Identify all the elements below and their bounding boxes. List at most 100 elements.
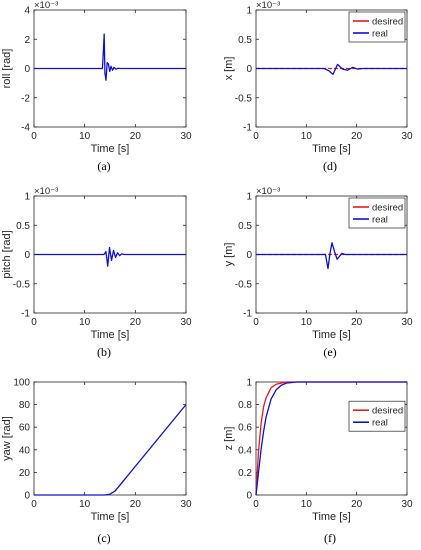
x-tick-label: 0 (31, 317, 37, 328)
x-tick-label: 10 (301, 499, 313, 510)
x-tick-label: 30 (401, 499, 413, 510)
chart-panel-e: 0 10 20 30 -1 -0.5 0 0.5 1 ×10⁻³ Time [s] y [m] desi… (223, 186, 413, 359)
x-tick-label: 30 (401, 317, 413, 328)
y-tick-label: 1 (246, 6, 252, 17)
y-tick-label: 1 (246, 378, 252, 389)
series-line-real (256, 63, 407, 75)
y-tick-label: -1 (21, 309, 30, 320)
x-axis-label: Time [s] (91, 329, 130, 341)
x-tick-label: 10 (79, 499, 91, 510)
y-tick-label: 1 (246, 192, 252, 203)
plot-area (255, 381, 408, 496)
x-tick-label: 30 (180, 131, 192, 142)
x-tick-label: 0 (253, 317, 259, 328)
legend-label-desired: desired (372, 203, 403, 214)
x-axis-label: Time [s] (91, 143, 130, 155)
y-tick-label: 0.8 (238, 400, 252, 411)
y-axis-label: z [m] (223, 427, 235, 451)
y-tick-label: 20 (19, 468, 31, 479)
panel-caption: (b) (97, 345, 111, 359)
y-tick-label: 0.4 (238, 445, 252, 456)
x-tick-label: 30 (180, 317, 192, 328)
chart-panel-d: 0 10 20 30 -1 -0.5 0 0.5 1 ×10⁻³ Time [s] x [m] desi… (223, 0, 413, 173)
y-tick-label: -0.5 (235, 279, 253, 290)
x-tick-label: 0 (253, 131, 259, 142)
legend-label-desired: desired (372, 17, 403, 28)
x-tick-label: 20 (130, 499, 142, 510)
chart-panel-f: 0 10 20 30 0 0.2 0.4 0.6 0.8 1 Time [s] z [m] desire… (223, 378, 413, 546)
legend-label-desired: desired (372, 406, 403, 417)
x-tick-label: 20 (130, 131, 142, 142)
y-axis-label: yaw [rad] (1, 416, 13, 461)
x-tick-label: 20 (351, 317, 363, 328)
series-line-real (34, 246, 186, 267)
series-line-real (256, 242, 407, 270)
y-axis-label: roll [rad] (1, 49, 13, 89)
y-tick-label: -2 (21, 93, 30, 104)
legend-label-real: real (372, 215, 388, 226)
legend-box (348, 400, 406, 432)
legend-box (348, 197, 406, 229)
x-tick-label: 10 (79, 131, 91, 142)
chart-panel-a: 0 10 20 30 -4 -2 0 2 4 ×10⁻³ Time [s] roll [rad] (a) (1, 0, 192, 173)
x-tick-label: 0 (253, 499, 259, 510)
series-line-real (34, 33, 186, 81)
x-axis-label: Time [s] (312, 511, 351, 523)
panel-caption: (d) (323, 159, 337, 173)
x-tick-label: 0 (31, 131, 37, 142)
legend-label-real: real (372, 29, 388, 40)
y-tick-label: -0.5 (13, 279, 31, 290)
x-axis-label: Time [s] (312, 329, 351, 341)
y-tick-label: 0.5 (238, 35, 252, 46)
y-tick-label: -1 (243, 123, 252, 134)
y-tick-label: 0 (24, 250, 30, 261)
y-tick-label: -1 (243, 309, 252, 320)
y-tick-label: 60 (19, 423, 31, 434)
series-line-real (255, 381, 407, 496)
y-tick-label: 0 (246, 250, 252, 261)
x-tick-label: 10 (301, 317, 313, 328)
y-tick-label: 80 (19, 400, 31, 411)
y-tick-label: 0.2 (238, 468, 252, 479)
y-tick-label: 0 (24, 491, 30, 502)
y-tick-label: 0 (24, 64, 30, 75)
y-tick-label: 100 (13, 378, 30, 389)
y-tick-label: -4 (21, 123, 30, 134)
series-line-desired (255, 381, 407, 496)
series-line-real (34, 404, 187, 496)
chart-panel-b: 0 10 20 30 -1 -0.5 0 0.5 1 ×10⁻³ Time [s] pitch [ra… (1, 186, 192, 359)
panel-caption: (c) (97, 531, 110, 545)
x-tick-label: 30 (180, 499, 192, 510)
y-tick-label: 0.5 (238, 221, 252, 232)
y-axis-label: x [m] (223, 57, 235, 81)
panel-caption: (a) (97, 159, 110, 173)
plot-area (33, 381, 187, 496)
x-tick-label: 20 (351, 131, 363, 142)
legend-box (348, 11, 406, 43)
y-tick-label: 0 (246, 64, 252, 75)
axis-exponent: ×10⁻³ (256, 186, 280, 197)
y-tick-label: 40 (19, 445, 31, 456)
y-tick-label: 0.6 (238, 423, 252, 434)
x-tick-label: 0 (31, 499, 37, 510)
axis-exponent: ×10⁻³ (34, 0, 58, 11)
x-tick-label: 30 (401, 131, 413, 142)
panel-caption: (e) (323, 345, 336, 359)
legend-label-real: real (372, 418, 388, 429)
x-tick-label: 20 (351, 499, 363, 510)
y-tick-label: 4 (24, 6, 30, 17)
x-tick-label: 10 (79, 317, 91, 328)
panel-caption: (f) (324, 531, 336, 545)
y-tick-label: 2 (24, 35, 30, 46)
y-tick-label: 0.5 (16, 221, 30, 232)
y-axis-label: y [m] (223, 243, 235, 267)
x-axis-label: Time [s] (312, 143, 351, 155)
y-tick-label: -0.5 (235, 93, 253, 104)
x-tick-label: 10 (301, 131, 313, 142)
chart-panel-c: 0 10 20 30 0 20 40 60 80 100 Time [s] yaw [rad] (c) (1, 378, 192, 546)
y-tick-label: 0 (246, 491, 252, 502)
